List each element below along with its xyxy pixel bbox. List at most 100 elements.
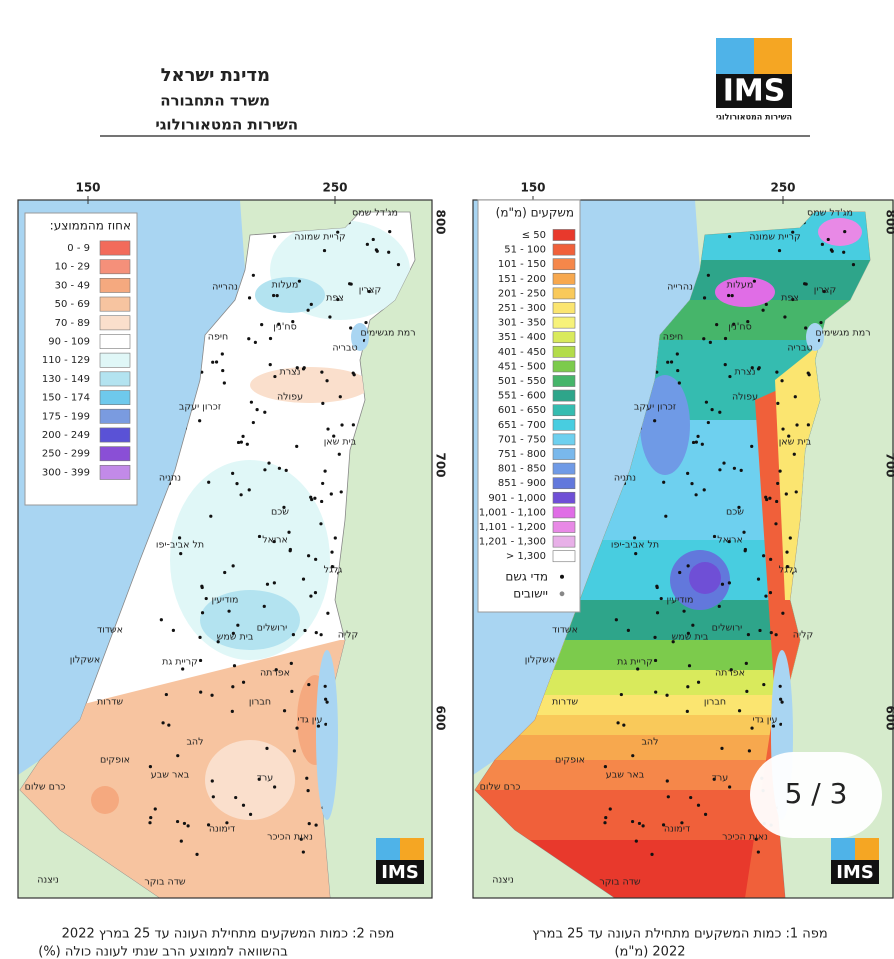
- logo-text: IMS: [723, 74, 786, 109]
- settlement-dot: [265, 582, 270, 586]
- settlement-dot: [608, 807, 612, 811]
- place-label: מעלות: [727, 280, 754, 291]
- settlement-dot: [744, 661, 748, 665]
- settlement-dot: [676, 368, 680, 373]
- y-tick-label: 800: [434, 209, 448, 234]
- settlement-dot: [702, 337, 706, 341]
- settlement-dot: [678, 570, 682, 575]
- place-label: להב: [641, 737, 658, 748]
- place-label: אריאל: [717, 535, 743, 546]
- settlement-dot: [742, 530, 746, 534]
- settlement-dot: [655, 370, 659, 374]
- place-label: סח'נין: [728, 322, 752, 333]
- zone: [255, 277, 325, 313]
- settlement-dot: [756, 577, 761, 581]
- place-label: תל אביב-יפו: [156, 540, 204, 551]
- legend-label: 30 - 49: [55, 280, 90, 291]
- settlement-dot: [351, 423, 355, 427]
- settlement-dot: [630, 819, 635, 824]
- settlement-dot: [241, 803, 246, 807]
- map-logo-text: IMS: [381, 862, 419, 883]
- place-label: אפרתה: [715, 668, 745, 679]
- zone: [250, 367, 370, 403]
- place-label: באר שבע: [151, 770, 190, 781]
- place-label: שדרות: [552, 697, 578, 708]
- settlement-dot: [387, 250, 391, 254]
- settlement-dot: [319, 633, 323, 637]
- settlement-dot: [636, 667, 640, 671]
- settlement-dot: [159, 618, 163, 622]
- x-tick-label: 250: [770, 181, 795, 195]
- settlement-dot: [265, 746, 269, 750]
- settlement-dot: [791, 297, 795, 302]
- zone: [689, 562, 721, 594]
- settlement-dot: [210, 779, 214, 783]
- place-label: אריאל: [262, 535, 288, 546]
- place-label: ניצנה: [37, 875, 59, 886]
- place-label: זכרון יעקב: [179, 402, 221, 413]
- settlement-dot: [267, 461, 271, 465]
- place-label: נתניה: [614, 473, 636, 484]
- settlement-dot: [313, 591, 318, 595]
- settlement-dot: [249, 400, 254, 404]
- settlement-dot: [783, 315, 787, 319]
- place-label: גלגל: [779, 565, 798, 576]
- settlement-dot: [768, 496, 772, 500]
- place-label: סח'נין: [273, 322, 297, 333]
- settlement-dot: [221, 368, 225, 373]
- settlement-dot: [680, 821, 684, 825]
- place-label: קצרין: [814, 285, 837, 296]
- map-frame: [17, 199, 433, 899]
- settlement-dot: [791, 230, 795, 234]
- caption: מפה 1: כמות המשקעים מתחילת העונה עד 25 ב…: [532, 927, 827, 942]
- settlement-dot: [239, 493, 243, 497]
- legend-swatch: [552, 258, 576, 271]
- place-label: מג'דל שמס: [352, 208, 398, 219]
- settlement-dot: [149, 815, 153, 820]
- settlement-dot: [339, 490, 343, 494]
- settlement-dot: [851, 263, 856, 267]
- settlement-dot: [251, 273, 255, 277]
- settlement-dot: [779, 722, 783, 726]
- settlement-dot: [758, 628, 762, 633]
- settlement-dot: [321, 481, 325, 486]
- settlement-dot: [666, 360, 670, 364]
- settlement-dot: [241, 680, 246, 684]
- settlement-dot: [307, 682, 311, 687]
- settlement-dot: [775, 499, 779, 504]
- settlement-dot: [822, 289, 826, 294]
- legend-title: משקעים (מ"מ): [496, 206, 574, 220]
- settlement-dot: [712, 777, 716, 781]
- settlement-dot: [330, 564, 334, 569]
- zone: [818, 218, 862, 246]
- legend-swatch: [552, 302, 576, 314]
- legend-label: 251 - 300: [498, 303, 546, 314]
- settlement-dot: [182, 821, 187, 826]
- settlement-dot: [665, 779, 669, 783]
- settlement-dot: [306, 789, 310, 793]
- settlement-dot: [268, 336, 273, 341]
- settlement-dot: [768, 591, 773, 595]
- zone: [91, 786, 119, 814]
- legend-swatch: [552, 229, 576, 241]
- legend-swatch: [552, 287, 576, 300]
- legend-label: > 1,300: [506, 551, 546, 562]
- settlement-dot: [710, 408, 714, 412]
- settlement-dot: [686, 685, 690, 689]
- settlement-dot: [795, 423, 799, 427]
- settlement-dot: [774, 522, 778, 526]
- settlement-dot: [153, 807, 157, 811]
- settlement-dot: [737, 709, 742, 713]
- logo-sub: השירות המטאורולוגי: [716, 113, 792, 122]
- settlement-dot: [179, 552, 183, 556]
- settlement-dot: [200, 584, 204, 588]
- settlement-dot: [757, 366, 761, 370]
- place-label: אשקלון: [70, 655, 100, 666]
- settlement-dot: [301, 577, 306, 581]
- settlement-dot: [619, 692, 623, 697]
- legend-swatch: [99, 371, 131, 387]
- map-logo: [855, 838, 879, 860]
- place-label: קריית גת: [162, 657, 198, 668]
- legend-swatch: [99, 446, 131, 462]
- settlement-dot: [371, 237, 375, 242]
